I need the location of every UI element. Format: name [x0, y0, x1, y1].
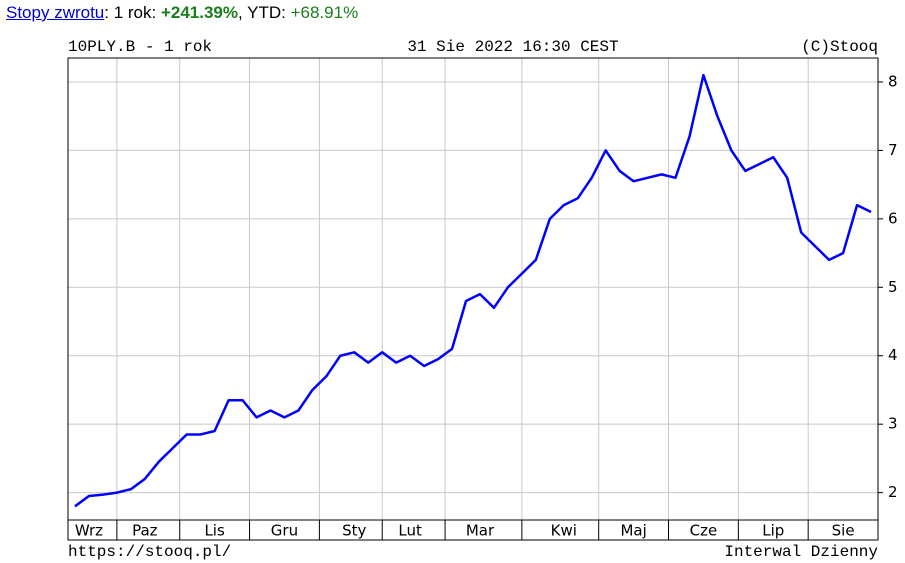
- header: Stopy zwrotu: 1 rok: +241.39%, YTD: +68.…: [6, 3, 358, 23]
- plot-frame: [67, 57, 879, 541]
- y-tick-label: 2: [888, 483, 898, 501]
- x-tick-label: Cze: [690, 522, 718, 540]
- source: https://stooq.pl/: [68, 543, 231, 561]
- interval: Interwal Dzienny: [724, 543, 878, 561]
- x-tick-label: Mar: [466, 522, 495, 540]
- y-tick-label: 3: [888, 415, 898, 433]
- x-tick-label: Sty: [342, 522, 366, 540]
- x-tick-label: Maj: [620, 522, 646, 540]
- y-tick-label: 6: [888, 209, 898, 227]
- x-tick-label: Wrz: [75, 522, 103, 540]
- x-tick-label: Kwi: [551, 522, 577, 540]
- ytd-label: , YTD:: [238, 3, 291, 22]
- x-tick-label: Paz: [132, 522, 158, 540]
- chart-title: 10PLY.B - 1 rok: [68, 38, 212, 56]
- plot-area: [68, 58, 878, 540]
- year-return: +241.39%: [160, 3, 238, 22]
- chart-credit: (C)Stooq: [801, 38, 878, 56]
- returns-link[interactable]: Stopy zwrotu: [6, 3, 105, 22]
- y-tick-label: 8: [888, 72, 898, 90]
- price-line: [74, 73, 872, 508]
- period-label: : 1 rok:: [104, 3, 161, 22]
- x-tick-label: Lis: [204, 522, 225, 540]
- x-tick-label: Lut: [398, 522, 422, 540]
- ytd-return: +68.91%: [290, 3, 359, 22]
- y-tick-label: 5: [888, 278, 898, 296]
- x-tick-label: Gru: [271, 522, 298, 540]
- chart-date: 31 Sie 2022 16:30 CEST: [407, 38, 618, 56]
- x-tick-label: Sie: [832, 522, 855, 540]
- y-tick-label: 4: [888, 346, 898, 364]
- y-tick-label: 7: [888, 141, 898, 159]
- x-tick-label: Lip: [762, 522, 784, 540]
